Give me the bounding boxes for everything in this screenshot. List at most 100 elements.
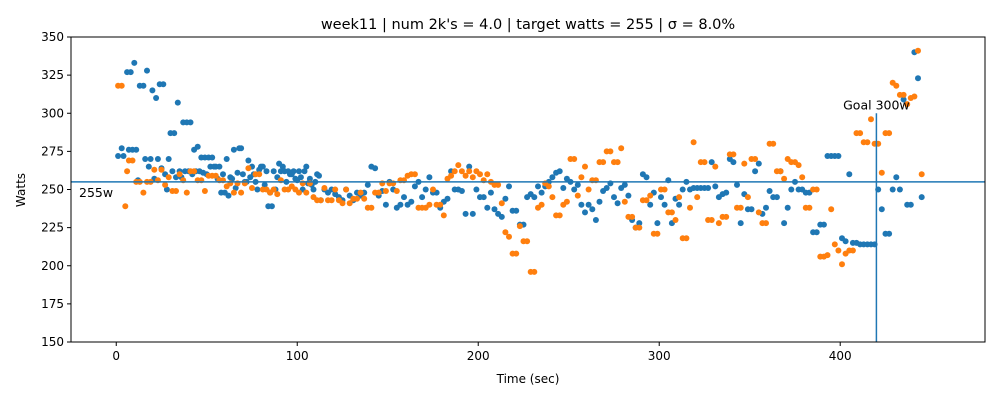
data-point — [297, 174, 304, 181]
data-point — [191, 168, 198, 175]
data-point — [893, 174, 900, 181]
data-point — [900, 96, 907, 103]
data-point — [611, 194, 617, 201]
data-point — [636, 220, 643, 227]
y-axis-label: Watts — [14, 173, 28, 207]
data-point — [209, 154, 216, 161]
data-point — [165, 174, 172, 181]
data-point — [560, 185, 567, 191]
data-point — [578, 174, 585, 181]
data-point — [466, 163, 473, 170]
data-point — [614, 200, 621, 207]
data-point — [473, 186, 480, 193]
data-point — [596, 198, 603, 205]
data-point — [437, 201, 444, 208]
x-tick-label: 400 — [829, 349, 852, 363]
data-point — [484, 171, 491, 178]
data-point — [658, 194, 664, 201]
data-point — [679, 186, 686, 193]
data-point — [440, 212, 447, 219]
data-point — [513, 207, 520, 214]
data-point — [462, 172, 469, 179]
data-point — [813, 229, 820, 236]
data-point — [712, 183, 719, 190]
data-point — [261, 181, 268, 188]
data-point — [781, 175, 788, 182]
data-point — [462, 210, 469, 217]
data-point — [451, 168, 458, 175]
y-tick-label: 225 — [41, 221, 64, 235]
data-point — [306, 175, 313, 182]
data-point — [574, 181, 581, 188]
data-point — [907, 201, 914, 208]
data-point — [694, 194, 701, 201]
data-point — [755, 209, 762, 216]
data-point — [301, 168, 308, 175]
data-point — [382, 188, 389, 194]
data-point — [411, 183, 418, 190]
data-point — [162, 181, 169, 188]
data-point — [708, 159, 715, 166]
y-tick-label: 300 — [41, 106, 64, 120]
y-tick-label: 150 — [41, 335, 64, 349]
y-tick-label: 200 — [41, 259, 64, 273]
data-point — [163, 186, 170, 193]
data-point — [339, 200, 346, 207]
data-point — [270, 186, 277, 193]
data-point — [531, 268, 538, 275]
data-point — [734, 181, 740, 188]
data-point — [502, 195, 509, 202]
data-point — [484, 204, 491, 211]
data-point — [147, 156, 154, 162]
data-point — [849, 247, 856, 254]
data-point — [263, 168, 270, 175]
data-point — [154, 156, 161, 162]
data-point — [115, 153, 122, 159]
data-point — [296, 168, 302, 175]
data-point — [788, 186, 795, 193]
data-point — [317, 197, 324, 204]
data-point — [625, 192, 632, 199]
data-point — [795, 162, 802, 169]
data-point — [401, 194, 407, 201]
data-point — [165, 156, 172, 162]
data-point — [585, 186, 592, 193]
series-1 — [115, 49, 925, 248]
data-point — [828, 206, 835, 213]
data-point — [556, 168, 563, 175]
data-point — [654, 220, 661, 227]
data-point — [748, 206, 755, 213]
data-point — [770, 140, 777, 147]
y-tick-label: 325 — [41, 68, 64, 82]
data-point — [444, 195, 451, 202]
data-point — [426, 174, 433, 181]
data-point — [672, 217, 679, 223]
data-point — [393, 188, 400, 194]
data-point — [458, 188, 465, 194]
data-point — [643, 174, 650, 181]
data-point — [687, 204, 693, 211]
data-point — [603, 185, 610, 191]
data-point — [643, 197, 650, 204]
data-point — [230, 189, 237, 196]
data-point — [129, 157, 136, 164]
data-point — [705, 185, 712, 191]
data-point — [589, 206, 596, 213]
data-point — [448, 172, 455, 179]
data-point — [621, 181, 628, 188]
data-point — [777, 168, 784, 175]
data-point — [480, 194, 487, 201]
data-point — [469, 210, 476, 217]
data-point — [118, 145, 125, 152]
data-point — [592, 217, 599, 223]
data-point — [763, 204, 769, 211]
data-point — [220, 171, 226, 178]
data-point — [238, 189, 245, 196]
data-point — [911, 93, 918, 100]
data-point — [647, 192, 654, 199]
data-point — [158, 166, 165, 173]
data-point — [516, 223, 523, 230]
data-point — [835, 247, 842, 254]
plot-frame — [70, 36, 986, 343]
